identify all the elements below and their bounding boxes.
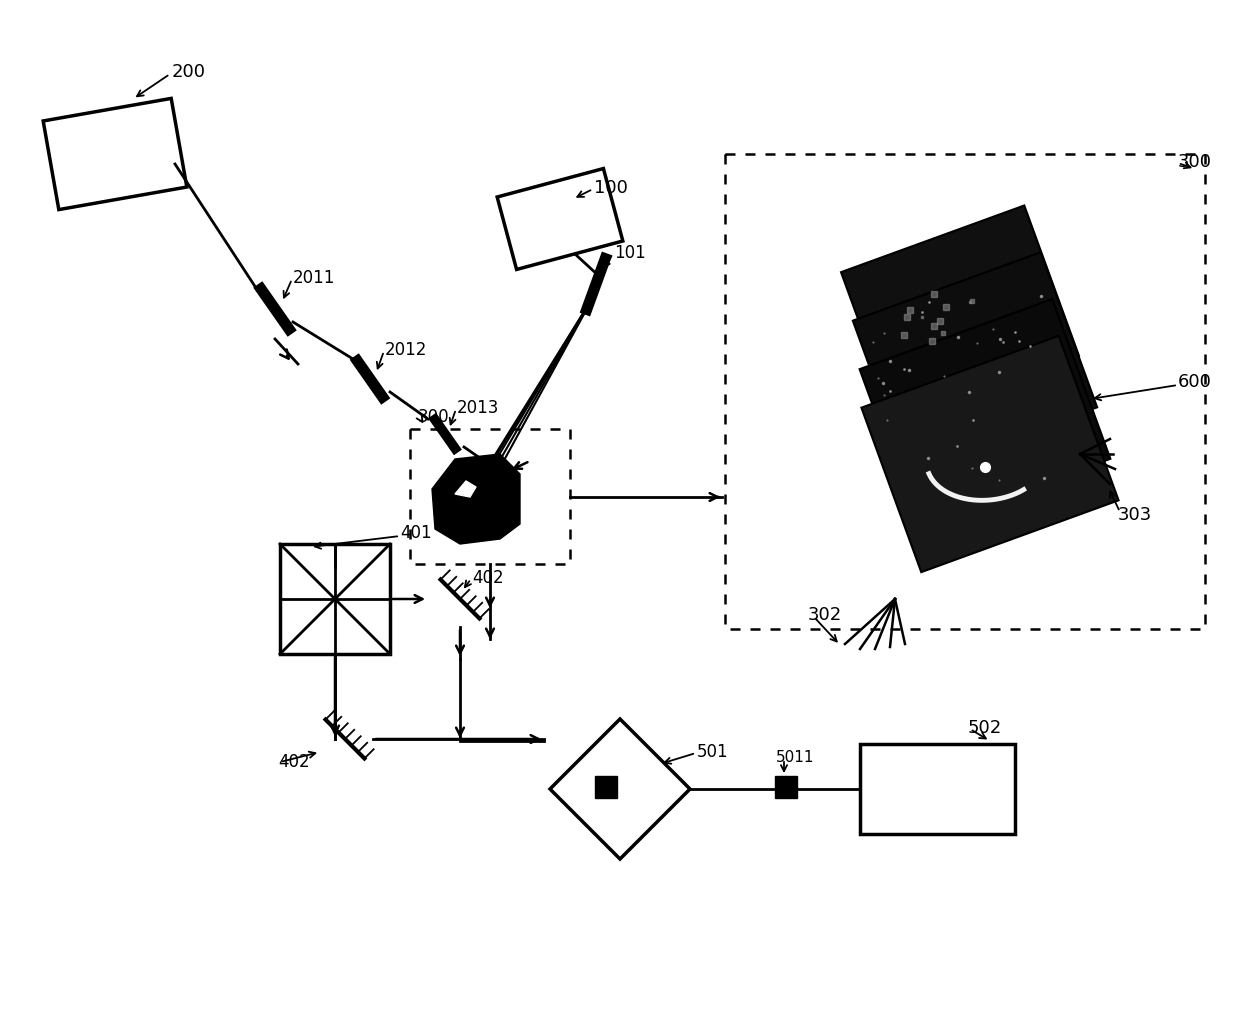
Text: 300: 300 <box>418 408 450 426</box>
Text: 502: 502 <box>968 718 1002 737</box>
Text: 2012: 2012 <box>384 340 428 359</box>
Bar <box>410 430 570 565</box>
Polygon shape <box>859 300 1110 530</box>
Text: 2013: 2013 <box>458 398 500 417</box>
Bar <box>595 776 618 798</box>
Bar <box>861 744 1016 835</box>
Polygon shape <box>455 482 476 497</box>
Polygon shape <box>862 336 1118 573</box>
Text: 600: 600 <box>1178 373 1211 390</box>
Text: 101: 101 <box>614 244 646 262</box>
Text: 401: 401 <box>401 524 432 541</box>
Polygon shape <box>841 206 1079 423</box>
Bar <box>280 544 391 654</box>
Text: 402: 402 <box>278 752 310 770</box>
Bar <box>775 776 797 798</box>
Text: 501: 501 <box>697 742 729 760</box>
Text: 302: 302 <box>808 605 842 624</box>
Text: 402: 402 <box>472 569 503 586</box>
Text: 5011: 5011 <box>776 750 815 764</box>
Polygon shape <box>853 253 1097 476</box>
Text: 200: 200 <box>172 63 206 81</box>
Text: 100: 100 <box>594 178 627 197</box>
Text: 2011: 2011 <box>293 269 335 286</box>
Polygon shape <box>432 454 520 544</box>
Bar <box>725 155 1205 630</box>
Text: 303: 303 <box>1118 505 1152 524</box>
Text: 300: 300 <box>1178 153 1211 171</box>
